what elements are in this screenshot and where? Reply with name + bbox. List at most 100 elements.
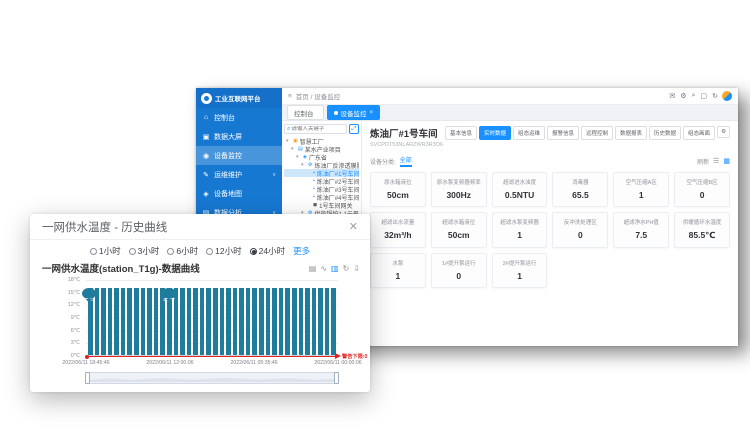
tree-node[interactable]: ▪ 炼油厂#2号车间 xyxy=(284,177,359,185)
refresh-icon[interactable]: ↻ xyxy=(712,93,718,100)
telemetry-card[interactable]: 反冲洗处理区 0 xyxy=(552,212,609,248)
bar[interactable] xyxy=(199,288,205,355)
bar[interactable] xyxy=(285,288,290,355)
sidebar-item[interactable]: ◈ 设备地图 ∨ xyxy=(196,184,282,203)
tree-node[interactable]: ▾ ⚙ 炼油厂反渗透膜脱盐控制系统 xyxy=(284,161,359,169)
time-range-radio[interactable]: 3小时 xyxy=(128,245,159,257)
telemetry-card[interactable]: 1#提升泵运行 0 xyxy=(430,253,487,288)
telemetry-card[interactable]: 超滤净水PH值 7.5 xyxy=(613,212,670,248)
bar[interactable] xyxy=(94,288,100,355)
datazoom-left-handle[interactable] xyxy=(85,372,90,384)
search-icon[interactable]: ⌕ xyxy=(691,92,696,99)
caret-icon[interactable]: ▾ xyxy=(291,146,294,152)
message-icon[interactable]: ✉ xyxy=(669,93,676,100)
action-tab-button[interactable]: 组态运维 xyxy=(512,126,545,140)
bar[interactable] xyxy=(219,288,225,355)
telemetry-card[interactable]: 消毒器 65.5 xyxy=(552,172,609,207)
time-range-radio[interactable]: 6小时 xyxy=(167,245,198,257)
sidebar-item[interactable]: ◉ 设备监控 ∨ xyxy=(196,146,282,165)
fullscreen-icon[interactable]: ▢ xyxy=(700,93,708,100)
sidebar-item[interactable]: ▤ 数据分析 ∨ xyxy=(196,203,282,222)
bar[interactable] xyxy=(318,288,323,355)
bar[interactable] xyxy=(120,288,126,355)
bar[interactable] xyxy=(173,288,179,355)
expand-icon[interactable]: ⤢ xyxy=(349,124,359,134)
action-settings-button[interactable]: ⚙ xyxy=(717,126,730,138)
bar[interactable] xyxy=(252,288,258,355)
telemetry-card[interactable]: 原水泵变频器频率 300Hz xyxy=(430,172,487,207)
linechart-icon[interactable]: ∿ xyxy=(320,263,328,273)
action-tab-button[interactable]: 报警信息 xyxy=(546,126,579,140)
bar[interactable] xyxy=(232,288,238,355)
refresh-label[interactable]: 刷新 xyxy=(697,159,710,166)
time-range-radio[interactable]: 1小时 xyxy=(89,245,121,257)
tree-node[interactable]: ◼ 1号车间网关 xyxy=(284,201,359,209)
bar[interactable] xyxy=(298,288,304,355)
bar[interactable] xyxy=(153,288,159,355)
telemetry-card[interactable]: 空气压缩A区 1 xyxy=(613,172,670,207)
bar[interactable] xyxy=(278,288,284,355)
tab-close-icon[interactable]: × xyxy=(369,109,374,116)
list-view-icon[interactable]: ☰ xyxy=(713,158,720,165)
bar[interactable] xyxy=(311,288,317,355)
telemetry-card[interactable]: 超滤水箱液位 50cm xyxy=(430,212,487,248)
caret-icon[interactable]: ▾ xyxy=(301,210,304,216)
menu-icon[interactable]: ≡ xyxy=(288,92,292,100)
bar[interactable] xyxy=(166,288,172,355)
datazoom-slider[interactable] xyxy=(85,372,339,384)
action-tab-button[interactable]: 组态画面 xyxy=(683,126,716,140)
tree-node[interactable]: ▾ ▤ 某水产业项目 xyxy=(284,145,359,153)
time-range-radio[interactable]: 12小时 xyxy=(206,245,242,257)
search-input[interactable] xyxy=(291,126,344,132)
action-tab-button[interactable]: 远程控制 xyxy=(581,126,614,140)
action-tab-button[interactable]: 实时数据 xyxy=(478,126,511,140)
time-range-radio[interactable]: 24小时 xyxy=(249,245,285,257)
bar[interactable] xyxy=(134,288,139,355)
bar[interactable] xyxy=(259,288,264,355)
grid-view-icon[interactable]: ▦ xyxy=(723,158,730,165)
telemetry-card[interactable]: 原水箱液位 50cm xyxy=(370,172,426,207)
telemetry-card[interactable]: 超滤出水流量 32m³/h xyxy=(370,212,426,248)
datazoom-right-handle[interactable] xyxy=(334,372,339,384)
restore-icon[interactable]: ↻ xyxy=(342,263,350,273)
avatar[interactable] xyxy=(722,91,732,101)
bar[interactable] xyxy=(245,288,251,355)
action-tab-button[interactable]: 数据报表 xyxy=(615,126,648,140)
bar[interactable] xyxy=(226,288,231,355)
action-tab-button[interactable]: 基本信息 xyxy=(444,126,477,140)
sidebar-item[interactable]: ✎ 运维维护 ∨ xyxy=(196,165,282,184)
bar[interactable] xyxy=(193,288,198,355)
close-icon[interactable]: ✕ xyxy=(348,221,358,233)
telemetry-card[interactable]: 2#提升泵运行 1 xyxy=(491,253,548,288)
tree-node[interactable]: ▾ ▣ 智慧工厂 xyxy=(284,137,359,145)
gear-icon[interactable]: ⚙ xyxy=(680,93,687,100)
telemetry-card[interactable]: 供暖循环水温度 85.5℃ xyxy=(674,212,730,248)
caret-icon[interactable]: ▾ xyxy=(286,138,289,144)
bar[interactable] xyxy=(180,288,185,355)
page-tab[interactable]: 控制台 xyxy=(287,105,324,120)
bar[interactable] xyxy=(127,288,133,355)
bar[interactable] xyxy=(88,288,93,355)
bar[interactable] xyxy=(331,288,336,355)
bar[interactable] xyxy=(107,288,113,355)
more-link[interactable]: 更多 xyxy=(293,246,311,256)
tree-node[interactable]: ▾ ◈ 广东省 xyxy=(284,153,359,161)
bar[interactable] xyxy=(114,288,119,355)
bar[interactable] xyxy=(291,288,297,355)
bar[interactable] xyxy=(324,288,330,355)
bar[interactable] xyxy=(147,288,152,355)
filter-all-tab[interactable]: 全部 xyxy=(399,155,412,167)
bar[interactable] xyxy=(140,288,146,355)
bar[interactable] xyxy=(212,288,218,355)
action-tab-button[interactable]: 历史数据 xyxy=(649,126,682,140)
telemetry-card[interactable]: 水泵 1 xyxy=(370,253,426,288)
caret-icon[interactable]: ▾ xyxy=(301,162,304,168)
tree-node[interactable]: ▪ 炼油厂#4号车间 xyxy=(284,193,359,201)
bar[interactable] xyxy=(239,288,244,355)
telemetry-card[interactable]: 空气压缩B区 0 xyxy=(674,172,730,207)
tree-node[interactable]: ▪ 炼油厂#3号车间 xyxy=(284,185,359,193)
bar[interactable] xyxy=(160,288,165,355)
telemetry-card[interactable]: 超滤进水浊度 0.5NTU xyxy=(491,172,548,207)
bar[interactable] xyxy=(101,288,106,355)
bar[interactable] xyxy=(305,288,310,355)
